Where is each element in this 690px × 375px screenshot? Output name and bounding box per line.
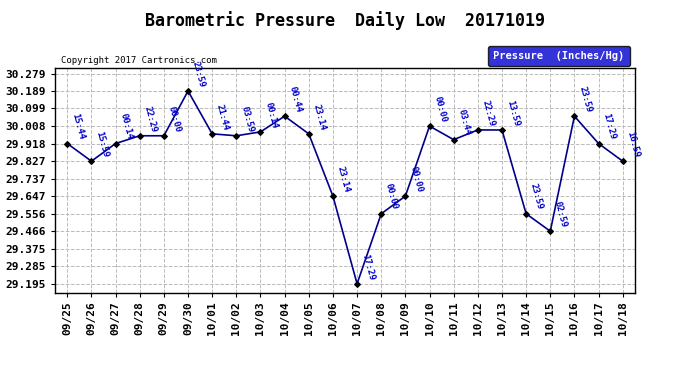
Text: 15:59: 15:59 [95, 130, 110, 158]
Point [182, 88, 193, 94]
Point [134, 133, 145, 139]
Text: 00:00: 00:00 [384, 183, 400, 211]
Text: Barometric Pressure  Daily Low  20171019: Barometric Pressure Daily Low 20171019 [145, 11, 545, 30]
Text: Copyright 2017 Cartronics.com: Copyright 2017 Cartronics.com [61, 56, 217, 65]
Point [230, 133, 241, 139]
Point [520, 211, 531, 217]
Text: 00:44: 00:44 [288, 85, 303, 113]
Point [255, 129, 266, 135]
Text: 17:29: 17:29 [360, 253, 375, 281]
Point [400, 193, 411, 199]
Text: 00:00: 00:00 [433, 95, 448, 123]
Point [327, 193, 338, 199]
Point [351, 281, 363, 287]
Text: 22:29: 22:29 [143, 105, 158, 133]
Text: 03:59: 03:59 [239, 105, 255, 133]
Point [110, 141, 121, 147]
Text: 00:00: 00:00 [167, 105, 182, 133]
Text: 03:44: 03:44 [457, 109, 472, 137]
Point [448, 136, 460, 142]
Point [569, 113, 580, 119]
Text: 15:44: 15:44 [70, 112, 86, 141]
Legend: Pressure  (Inches/Hg): Pressure (Inches/Hg) [488, 46, 629, 66]
Point [593, 141, 604, 147]
Text: 00:14: 00:14 [264, 101, 279, 129]
Text: 22:29: 22:29 [481, 99, 496, 127]
Text: 23:59: 23:59 [529, 183, 544, 211]
Text: 02:59: 02:59 [553, 200, 569, 228]
Point [375, 211, 386, 217]
Point [303, 131, 314, 137]
Text: 13:59: 13:59 [505, 99, 520, 127]
Text: 23:14: 23:14 [336, 165, 351, 194]
Point [617, 158, 628, 164]
Text: 00:14: 00:14 [119, 112, 134, 141]
Text: 00:00: 00:00 [408, 165, 424, 194]
Text: 16:59: 16:59 [626, 130, 641, 158]
Point [86, 158, 97, 164]
Point [496, 127, 507, 133]
Text: 17:29: 17:29 [602, 112, 617, 141]
Point [279, 113, 290, 119]
Text: 23:14: 23:14 [312, 103, 327, 131]
Point [544, 228, 555, 234]
Point [472, 127, 483, 133]
Point [424, 123, 435, 129]
Point [207, 131, 218, 137]
Point [62, 141, 73, 147]
Text: 21:44: 21:44 [215, 103, 230, 131]
Text: 23:59: 23:59 [191, 60, 206, 88]
Point [159, 133, 170, 139]
Text: 23:59: 23:59 [578, 85, 593, 113]
